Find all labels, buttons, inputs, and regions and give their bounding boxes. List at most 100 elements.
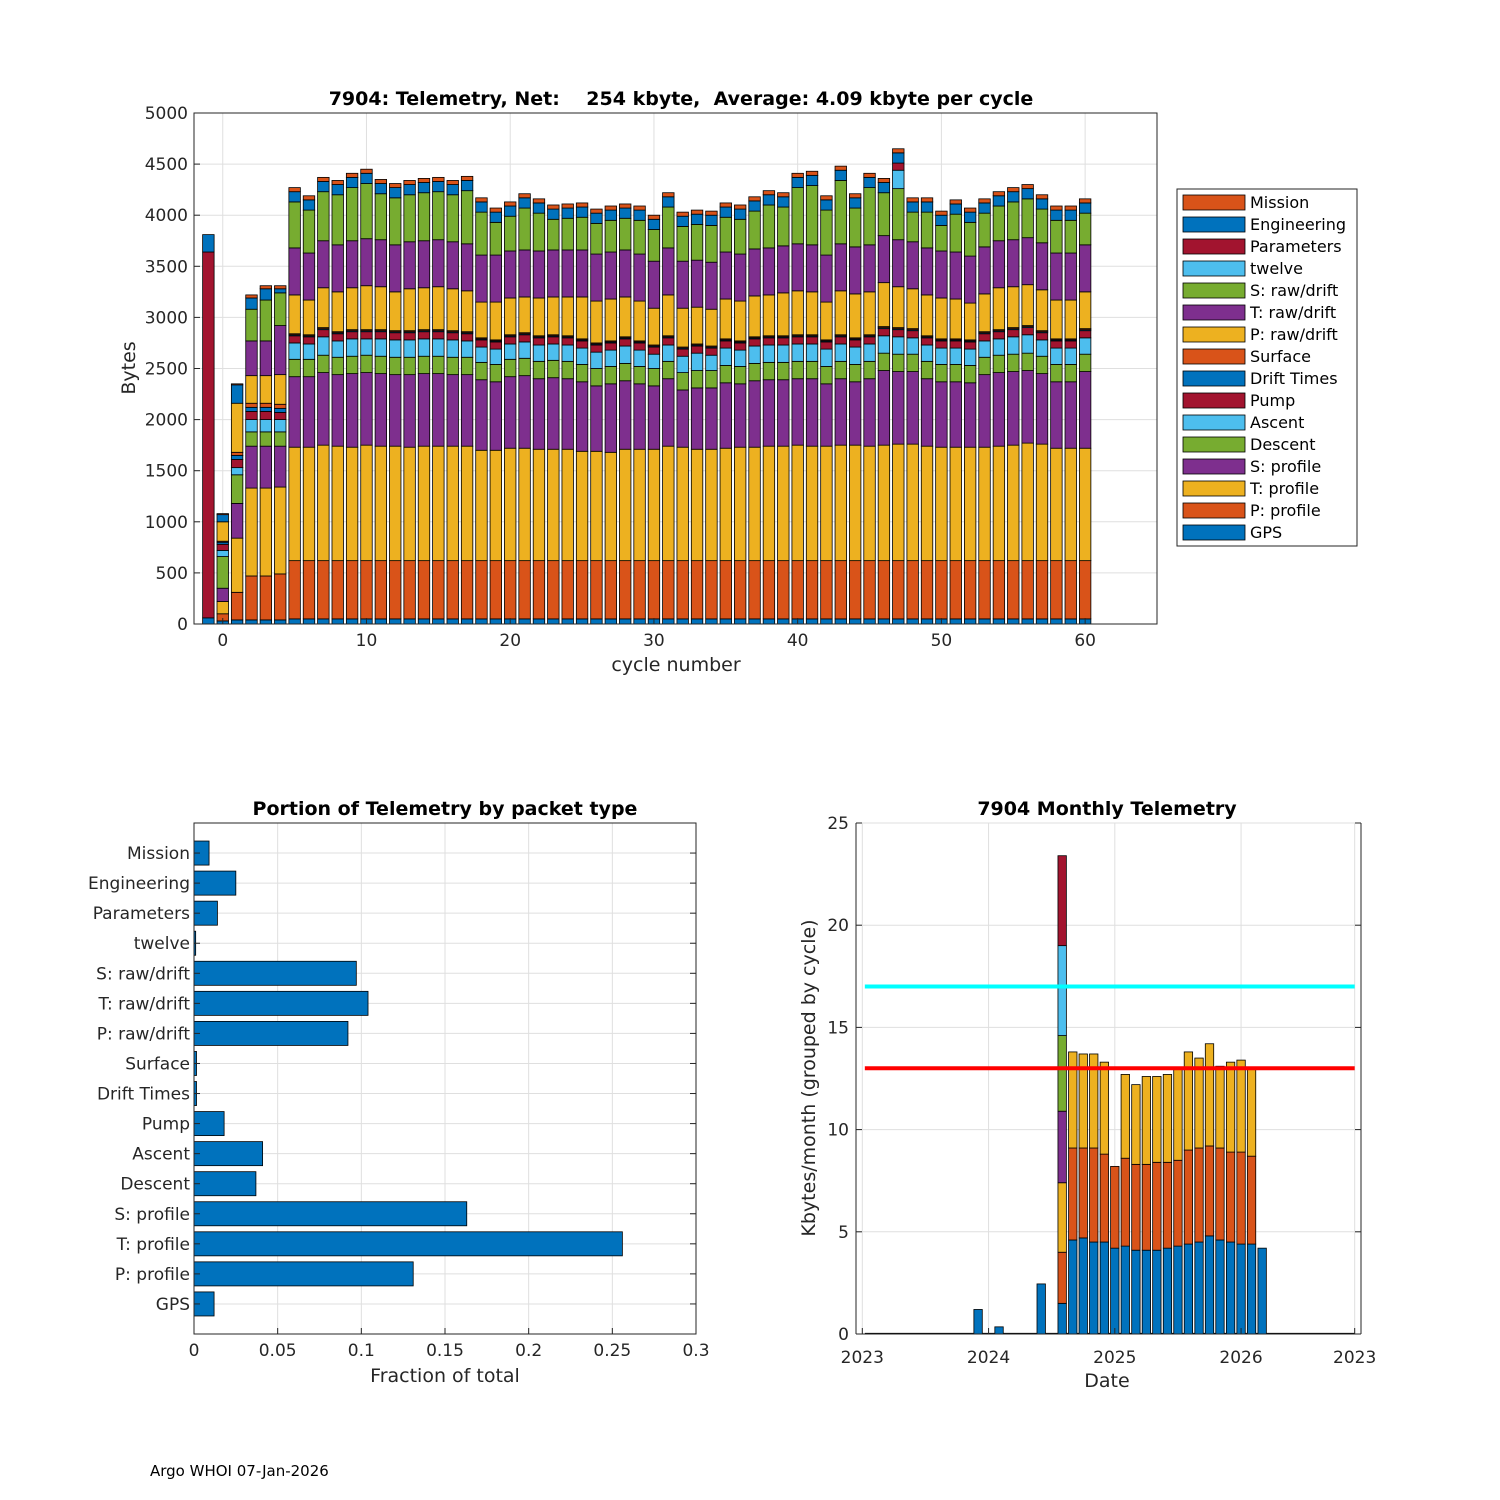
telemetry-segment-p-raw-drift [259,375,273,404]
monthly-bar-segment [1057,1182,1067,1253]
telemetry-segment-ascent [1021,334,1034,354]
monthly-bar-segment [1131,1084,1141,1165]
telemetry-segment-gps [705,618,718,625]
legend-label-twelve: twelve [1250,259,1303,278]
telemetry-segment-engineering [964,211,977,223]
telemetry-segment-p-profile [561,560,574,620]
telemetry-segment-pump [777,337,790,346]
monthly-bar-segment [1215,1147,1225,1241]
portion-xlabel: Fraction of total [370,1365,520,1387]
legend-label-t-profile: T: profile [1249,479,1319,498]
telemetry-segment-descent [805,360,819,380]
legend-swatch-descent [1182,436,1246,453]
telemetry-segment-s-profile [978,374,991,448]
telemetry-segment-s-profile [849,381,862,446]
monthly-bar [1152,1076,1162,1335]
telemetry-bar-cycle-36 [734,204,747,625]
telemetry-segment-descent [374,355,388,375]
telemetry-segment-gps [403,618,416,625]
telemetry-segment-s-raw-drift [475,211,488,256]
telemetry-segment-t-raw-drift [1078,244,1092,293]
monthly-bar-segment [1236,1243,1246,1335]
telemetry-segment-engineering [590,212,603,224]
telemetry-segment-pump [230,459,244,469]
telemetry-segment-t-raw-drift [518,249,531,298]
telemetry-bar-cycle-48 [906,197,919,625]
telemetry-segment-p-raw-drift [230,402,244,453]
telemetry-segment-pump [619,338,632,347]
monthly-bar-segment [1057,1110,1067,1184]
telemetry-segment-t-raw-drift [964,255,977,304]
telemetry-segment-p-profile [777,560,790,620]
telemetry-segment-mission [633,205,646,211]
monthly-bar-segment [1089,1053,1099,1149]
portion-category-label: Descent [120,1175,190,1195]
telemetry-segment-t-profile [331,445,344,562]
telemetry-segment-t-raw-drift [949,251,962,300]
portion-category-label: Engineering [88,874,190,894]
telemetry-bar-cycle-19 [489,207,502,625]
legend-label-s-profile: S: profile [1250,457,1321,476]
telemetry-segment-p-raw-drift [647,307,661,346]
portion-bar-engineering [193,870,237,896]
telemetry-segment-p-raw-drift [935,297,948,340]
telemetry-bar-cycle-5 [288,187,301,625]
telemetry-segment-s-raw-drift [561,217,574,251]
portion-chart: 0 0.05 0.1 0.15 0.2 0.25 0.3 GPS P: profile T: pr… [88,798,710,1387]
telemetry-segment-ascent [547,343,560,361]
telemetry-segment-engineering [532,202,546,214]
telemetry-segment-t-raw-drift [432,239,445,288]
telemetry-segment-s-profile [288,376,301,448]
telemetry-segment-mission [417,178,431,183]
telemetry-segment-gps [978,618,991,625]
monthly-bar-segment [1194,1057,1204,1149]
telemetry-segment-t-profile [777,445,790,562]
legend-label-engineering: Engineering [1250,215,1346,234]
telemetry-segment-gps [389,618,402,625]
telemetry-segment-p-raw-drift [863,291,876,336]
telemetry-segment-gps [662,618,675,625]
telemetry-segment-p-raw-drift [374,286,388,331]
telemetry-segment-ascent [389,339,402,358]
telemetry-segment-s-raw-drift [964,221,977,257]
telemetry-segment-s-profile [317,372,330,446]
telemetry-bar-cycle-16 [446,180,459,625]
monthly-bar [1215,1065,1225,1335]
telemetry-segment-s-raw-drift [374,193,388,241]
telemetry-segment-t-raw-drift [877,235,891,284]
telemetry-segment-p-profile [532,560,546,620]
telemetry-segment-s-raw-drift [518,207,531,251]
telemetry-segment-p-raw-drift [561,296,574,337]
telemetry-bar-cycle-29 [633,205,646,625]
telemetry-segment-gps [317,618,330,625]
telemetry-segment-pump [1035,332,1049,341]
telemetry-bar-cycle-17 [460,175,474,625]
telemetry-segment-p-profile [245,575,258,621]
legend-label-s-raw-drift: S: raw/drift [1250,281,1338,300]
telemetry-segment-mission [719,202,732,208]
telemetry-segment-s-profile [662,378,675,447]
telemetry-ytick-label: 1000 [145,513,188,533]
telemetry-segment-s-raw-drift [619,217,632,251]
telemetry-segment-pump [734,342,747,351]
telemetry-segment-pump [647,346,661,355]
telemetry-segment-drift-times [230,454,244,460]
telemetry-segment-t-profile [619,448,632,562]
monthly-bar-segment [1183,1149,1194,1245]
telemetry-segment-t-raw-drift [1064,252,1077,301]
telemetry-segment-descent [245,431,258,447]
telemetry-segment-p-raw-drift [575,296,589,340]
legend-swatch-drift-times [1182,370,1246,387]
telemetry-segment-mission [374,179,388,184]
telemetry-segment-t-profile [762,445,776,562]
telemetry-segment-gps [547,618,560,625]
telemetry-segment-pump [389,332,402,341]
telemetry-segment-engineering [1078,202,1092,214]
telemetry-segment-s-raw-drift [734,218,747,255]
telemetry-segment-engineering [863,176,876,189]
telemetry-segment-pump [676,348,689,357]
telemetry-segment-t-profile [389,445,402,562]
telemetry-bar-cycle-43 [834,165,847,625]
telemetry-segment-s-profile [906,371,919,445]
telemetry-segment-p-raw-drift [345,287,359,331]
